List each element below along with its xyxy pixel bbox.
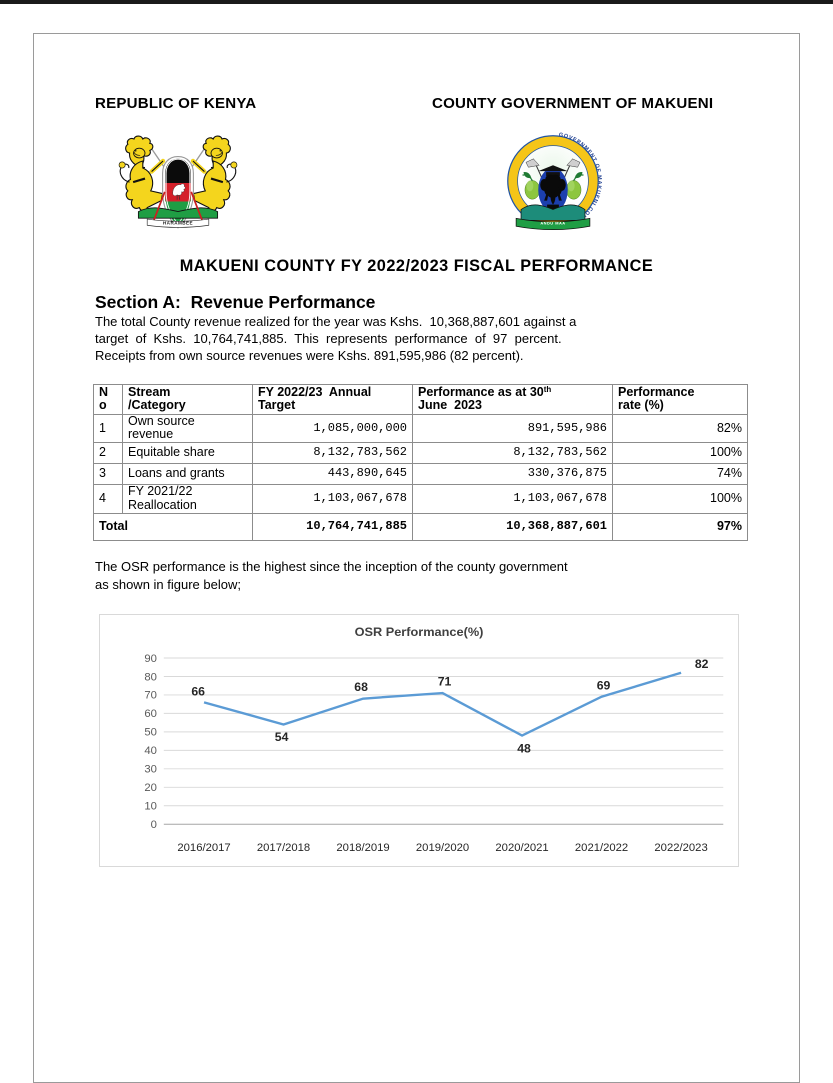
svg-text:ANDU MAA: ANDU MAA [540, 220, 565, 225]
svg-text:HARAMBEE: HARAMBEE [163, 220, 193, 225]
svg-text:48: 48 [517, 742, 531, 756]
svg-text:2019/2020: 2019/2020 [416, 842, 469, 854]
svg-text:66: 66 [191, 685, 205, 699]
svg-text:80: 80 [144, 671, 157, 683]
svg-text:70: 70 [144, 690, 157, 702]
svg-text:OSR Performance(%): OSR Performance(%) [355, 625, 484, 639]
svg-text:2022/2023: 2022/2023 [654, 842, 707, 854]
svg-text:0: 0 [151, 819, 157, 831]
svg-text:82: 82 [695, 657, 709, 671]
svg-text:54: 54 [275, 730, 289, 744]
svg-text:50: 50 [144, 727, 157, 739]
svg-text:2020/2021: 2020/2021 [495, 842, 548, 854]
svg-text:71: 71 [438, 675, 452, 689]
svg-text:69: 69 [597, 679, 611, 693]
svg-text:10: 10 [144, 801, 157, 813]
svg-text:2016/2017: 2016/2017 [177, 842, 230, 854]
svg-text:20: 20 [144, 782, 157, 794]
svg-text:2021/2022: 2021/2022 [575, 842, 628, 854]
svg-text:2018/2019: 2018/2019 [336, 842, 389, 854]
svg-text:30: 30 [144, 764, 157, 776]
svg-text:40: 40 [144, 745, 157, 757]
svg-text:90: 90 [144, 653, 157, 665]
svg-text:68: 68 [354, 680, 368, 694]
svg-text:60: 60 [144, 708, 157, 720]
svg-text:2017/2018: 2017/2018 [257, 842, 310, 854]
